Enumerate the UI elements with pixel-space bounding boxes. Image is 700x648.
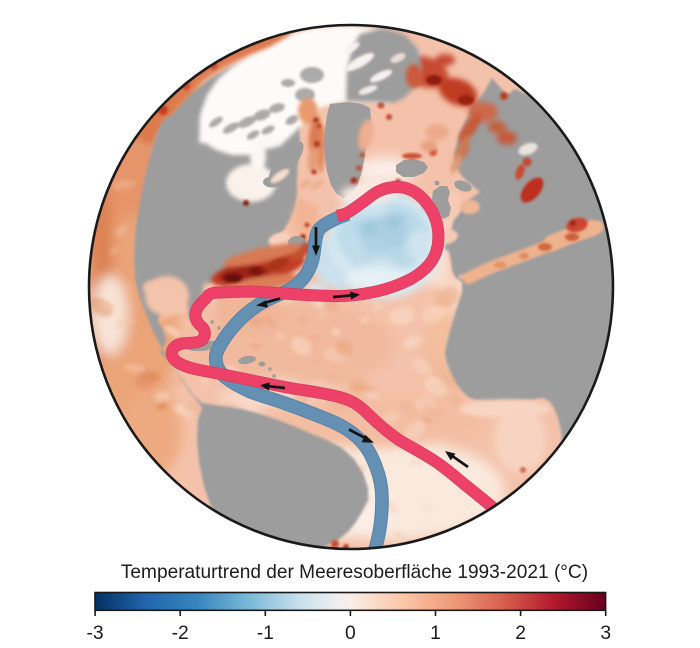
svg-text:Temperaturtrend der Meeresober: Temperaturtrend der Meeresoberfläche 199… <box>121 562 588 583</box>
svg-text:-2: -2 <box>172 623 189 644</box>
svg-text:-1: -1 <box>257 623 274 644</box>
svg-text:2: 2 <box>515 623 526 644</box>
svg-text:0: 0 <box>345 623 356 644</box>
svg-text:-3: -3 <box>87 623 104 644</box>
svg-text:3: 3 <box>600 623 611 644</box>
svg-text:1: 1 <box>430 623 441 644</box>
